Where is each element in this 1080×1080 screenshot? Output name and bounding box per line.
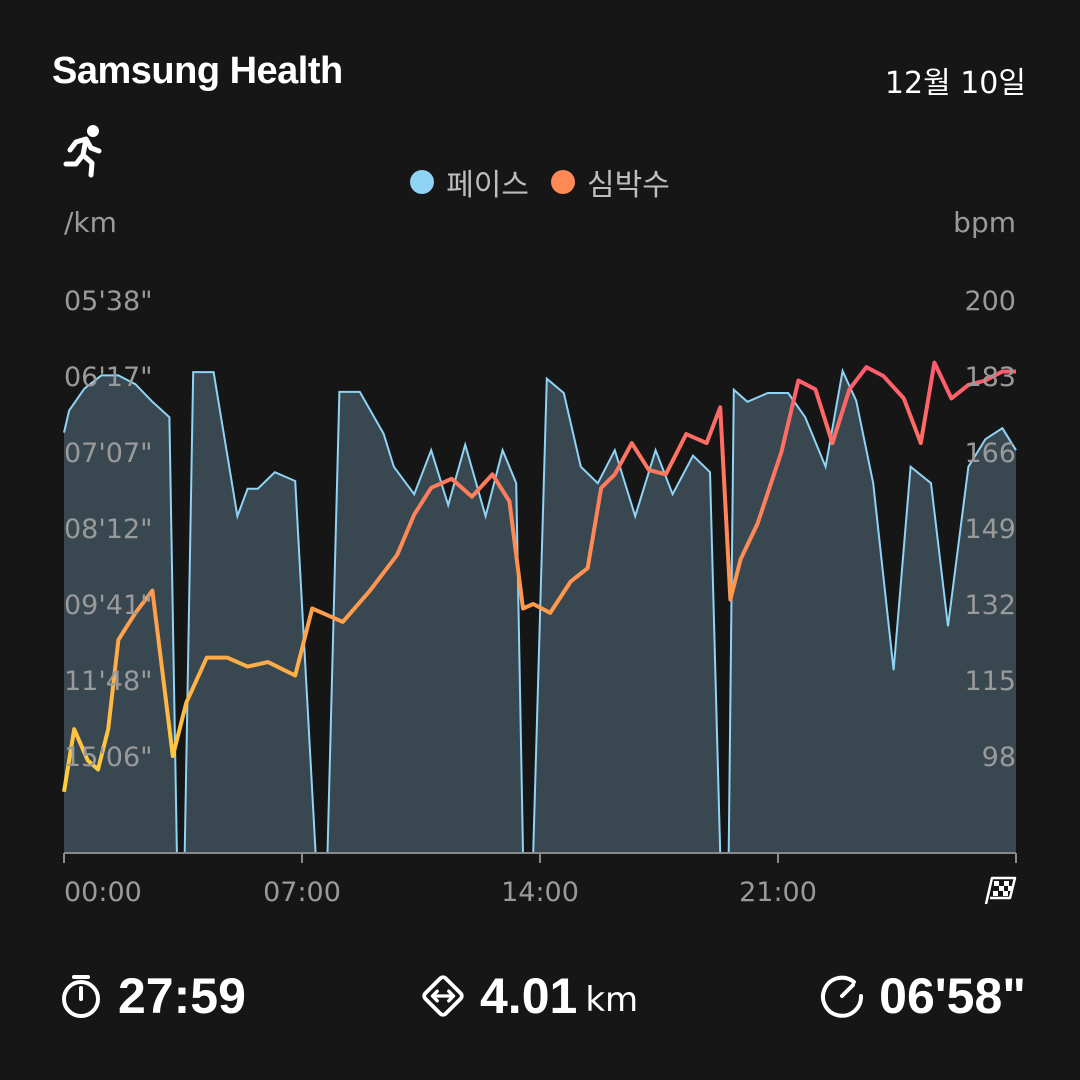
distance-stat: 4.01 km bbox=[420, 964, 638, 1028]
gauge-icon bbox=[821, 975, 864, 1018]
stopwatch-icon bbox=[62, 975, 100, 1018]
legend-pace-label: 페이스 bbox=[446, 168, 529, 203]
heart-rate-tick-label: 115 bbox=[964, 666, 1016, 697]
distance-arrows-icon bbox=[422, 975, 464, 1017]
workout-summary: 27:59 4.01 km 06'58" bbox=[0, 964, 1080, 1028]
legend-heart-rate-label: 심박수 bbox=[587, 168, 670, 203]
x-tick-label: 21:00 bbox=[739, 877, 817, 908]
chart-legend: 페이스 심박수 bbox=[0, 160, 1080, 204]
pace-tick-label: 06'17" bbox=[64, 362, 153, 393]
duration-stat: 27:59 bbox=[58, 964, 246, 1028]
heart-rate-tick-label: 149 bbox=[964, 514, 1016, 545]
app-title: Samsung Health bbox=[52, 50, 343, 92]
heart-rate-axis-unit: bpm bbox=[953, 206, 1016, 239]
legend-heart-rate-dot bbox=[551, 170, 575, 194]
distance-value: 4.01 bbox=[480, 968, 578, 1024]
pace-tick-label: 09'41" bbox=[64, 590, 153, 621]
running-icon bbox=[63, 125, 102, 178]
legend-pace[interactable]: 페이스 bbox=[410, 160, 529, 204]
legend-heart-rate[interactable]: 심박수 bbox=[551, 160, 670, 204]
heart-rate-tick-label: 98 bbox=[982, 742, 1016, 773]
heart-rate-tick-label: 132 bbox=[964, 590, 1016, 621]
workout-date: 12월 10일 bbox=[884, 66, 1026, 101]
x-tick-label: 07:00 bbox=[263, 877, 341, 908]
legend-pace-dot bbox=[410, 170, 435, 194]
pace-tick-label: 11'48" bbox=[64, 666, 153, 697]
x-tick-label: 14:00 bbox=[501, 877, 579, 908]
average-pace-value: 06'58" bbox=[879, 968, 1026, 1024]
heart-rate-line bbox=[62, 360, 1016, 793]
average-pace-stat: 06'58" bbox=[819, 964, 1026, 1028]
pace-tick-label: 05'38" bbox=[64, 286, 153, 317]
distance-unit: km bbox=[585, 980, 639, 1020]
checkered-flag-icon bbox=[984, 876, 1017, 905]
pace-heart-rate-chart[interactable]: 05'38" 06'17" 07'07" 08'12" 09'41" 11'48" 15'0… bbox=[0, 0, 1080, 940]
pace-axis-unit: /km bbox=[64, 206, 117, 239]
heart-rate-tick-label: 166 bbox=[964, 438, 1016, 469]
pace-tick-label: 07'07" bbox=[64, 438, 153, 469]
heart-rate-tick-label: 183 bbox=[964, 362, 1016, 393]
pace-tick-label: 15'06" bbox=[64, 742, 153, 773]
pace-area bbox=[64, 371, 1016, 853]
heart-rate-tick-label: 200 bbox=[964, 286, 1016, 317]
x-tick-label: 00:00 bbox=[64, 877, 142, 908]
pace-tick-label: 08'12" bbox=[64, 514, 153, 545]
duration-value: 27:59 bbox=[118, 968, 246, 1024]
